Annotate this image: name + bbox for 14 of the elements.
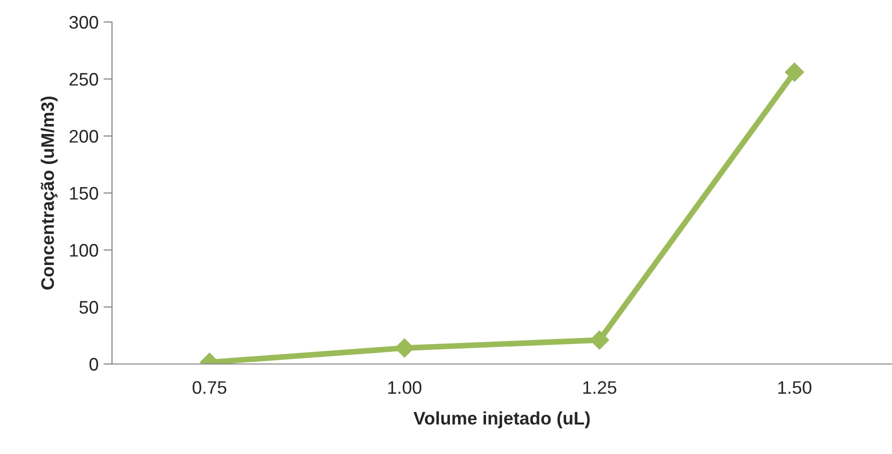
y-tick-label: 250: [70, 72, 98, 86]
y-tick-label: 0: [89, 358, 98, 371]
x-tick-label: 1.00: [388, 381, 422, 394]
y-tick-label: 200: [70, 130, 98, 143]
x-tick-label: 1.25: [583, 381, 616, 394]
y-tick-label: 300: [69, 16, 98, 29]
x-axis-title: Volume injetado (uL): [414, 411, 590, 428]
y-tick-label: 100: [70, 244, 98, 257]
x-tick-label: 1.50: [778, 381, 812, 394]
y-tick-label: 150: [70, 186, 98, 200]
y-tick-label: 50: [79, 300, 98, 314]
x-tick-label: 0.75: [192, 381, 226, 394]
y-axis-title: Concentração (uM/m3): [40, 96, 58, 290]
point: [784, 62, 804, 82]
